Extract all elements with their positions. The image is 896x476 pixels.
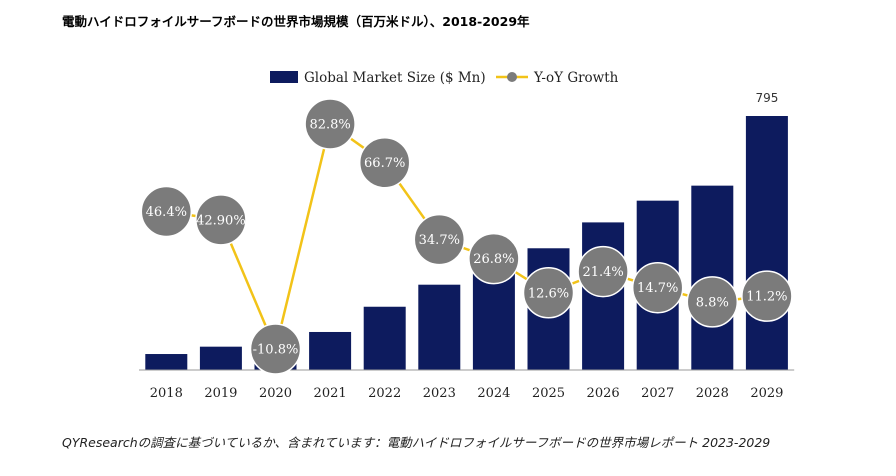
x-tick-2026: 2026 <box>587 386 620 401</box>
chart: 2018 2019 2020 2021 2022 2023 2024 2025 2026 2027… <box>139 70 795 401</box>
x-tick-labels: 2018 2019 2020 2021 2022 2023 2024 2025 2026 2027… <box>150 386 784 401</box>
growth-label-2029: 11.2% <box>746 290 787 305</box>
growth-label-2022: 66.7% <box>364 156 405 171</box>
legend-bar-swatch <box>270 71 298 83</box>
growth-label-2027: 14.7% <box>637 281 678 296</box>
x-tick-2023: 2023 <box>423 386 456 401</box>
growth-label-2026: 21.4% <box>582 265 623 280</box>
x-tick-2019: 2019 <box>204 386 237 401</box>
bar-2023 <box>418 284 461 370</box>
growth-point-2021 <box>304 98 356 150</box>
source-caption: QYResearchの調査に基づいているか、含まれています：電動ハイドロフォイル… <box>62 435 771 450</box>
growth-label-2024: 26.8% <box>473 252 514 267</box>
growth-point-2022 <box>358 136 411 189</box>
growth-point-2023 <box>413 213 466 266</box>
bar-series <box>145 116 788 370</box>
growth-label-2021: 82.8% <box>309 118 350 133</box>
x-tick-2024: 2024 <box>477 386 510 401</box>
growth-point-2018 <box>140 185 193 238</box>
growth-point-2019 <box>195 194 247 246</box>
data-labels: 795 <box>755 91 778 105</box>
bar-2018 <box>145 354 188 370</box>
legend-line-marker <box>507 72 517 82</box>
x-tick-2029: 2029 <box>750 386 783 401</box>
growth-label-2020: -10.8% <box>253 343 299 358</box>
growth-point-2025 <box>522 267 575 319</box>
data-label-2029: 795 <box>755 91 778 105</box>
bar-2021 <box>309 331 352 370</box>
x-tick-2028: 2028 <box>696 386 729 401</box>
growth-point-2026 <box>577 245 629 298</box>
growth-point-2027 <box>631 261 684 314</box>
growth-series: 46.4% 42.90% -10.8% 82.8% 66.7% 34.7% 26.8% 12.… <box>140 98 793 375</box>
growth-label-2019: 42.90% <box>196 213 246 228</box>
growth-label-2023: 34.7% <box>419 233 460 248</box>
legend: Global Market Size ($ Mn) Y-oY Growth <box>270 70 619 86</box>
growth-point-2028 <box>686 276 739 328</box>
x-tick-2018: 2018 <box>150 386 183 401</box>
legend-line-label: Y-oY Growth <box>533 70 619 86</box>
legend-bar-label: Global Market Size ($ Mn) <box>304 70 486 86</box>
growth-label-2018: 46.4% <box>146 205 187 220</box>
x-tick-2022: 2022 <box>368 386 401 401</box>
bar-2029 <box>745 116 788 370</box>
bar-2022 <box>363 306 406 370</box>
x-tick-2027: 2027 <box>641 386 674 401</box>
x-tick-2021: 2021 <box>314 386 347 401</box>
chart-title: 電動ハイドロフォイルサーフボードの世界市場規模（百万米ドル）、2018-2029… <box>62 14 530 29</box>
growth-point-2024 <box>468 232 520 285</box>
growth-point-2029 <box>741 270 793 322</box>
growth-point-2020 <box>249 323 302 375</box>
x-tick-2025: 2025 <box>532 386 565 401</box>
growth-label-2025: 12.6% <box>528 286 569 301</box>
growth-label-2028: 8.8% <box>696 295 729 310</box>
bar-2019 <box>199 346 242 370</box>
x-tick-2020: 2020 <box>259 386 292 401</box>
